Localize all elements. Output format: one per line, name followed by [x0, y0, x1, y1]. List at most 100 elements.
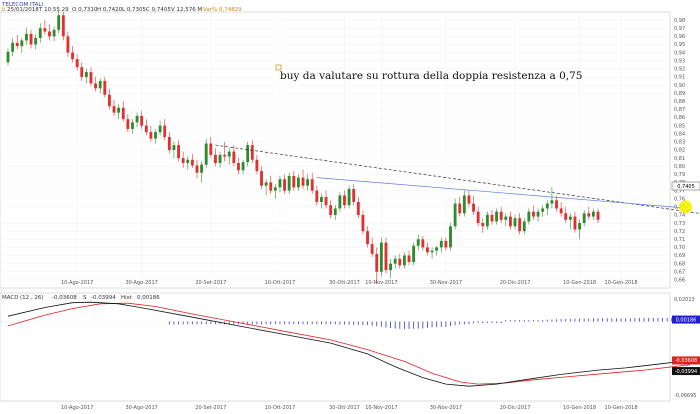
header-low: L 0,7305 — [122, 7, 147, 13]
candle-body — [250, 145, 254, 160]
candle — [6, 48, 10, 66]
macd-hist-bar — [321, 321, 322, 325]
candle — [163, 119, 167, 141]
candle — [536, 208, 540, 222]
candle-body — [260, 171, 263, 186]
candle-body — [107, 94, 111, 107]
macd-hist-bar — [219, 321, 221, 325]
candle — [61, 12, 65, 41]
header-open: O 0,7310 — [72, 7, 98, 13]
y-tick-label: 0,95 — [674, 42, 685, 48]
candle-body — [126, 119, 130, 129]
candle-body — [508, 216, 512, 227]
candle — [255, 154, 259, 175]
candle — [361, 210, 365, 235]
y-tick-label: 0,81 — [674, 156, 685, 162]
macd-hist-bar — [367, 321, 368, 326]
macd-hist-bar — [288, 321, 290, 325]
y-tick-label: 0,91 — [674, 75, 685, 81]
macd-value-tag: -0,03994 — [672, 367, 700, 376]
y-tick-label: 0,79 — [674, 172, 685, 178]
macd-hist-bar — [662, 317, 663, 322]
candle — [57, 10, 61, 34]
candle-body — [564, 213, 568, 220]
candle-body — [117, 107, 121, 113]
header-var: Var% 0,74829 — [203, 7, 242, 13]
y-tick-label: 0,94 — [674, 50, 685, 56]
candle-body — [412, 245, 416, 263]
macd-hist-bar — [625, 318, 627, 322]
candle-body — [34, 37, 38, 45]
candle-body — [66, 36, 70, 53]
y-tick-label: 0,97 — [674, 26, 685, 32]
candle-body — [352, 188, 356, 202]
candle-body — [490, 214, 494, 222]
candle — [38, 23, 42, 43]
candle-body — [545, 203, 549, 209]
last-price-tag: 0,7405 — [671, 181, 700, 191]
candle — [283, 174, 286, 194]
candle-body — [209, 143, 213, 155]
candle-body — [232, 151, 236, 163]
candle — [596, 208, 600, 224]
candle-body — [582, 213, 586, 224]
candle — [117, 104, 121, 120]
macd-hist-bar — [657, 317, 659, 322]
candle-body — [320, 197, 323, 202]
candle — [430, 247, 434, 259]
macd-hist-bar — [602, 318, 604, 322]
y-tick-label: 0,85 — [674, 123, 685, 129]
candle-body — [393, 258, 397, 264]
macd-hist-bar — [445, 321, 447, 327]
candle-body — [472, 203, 475, 212]
candle — [301, 169, 305, 189]
header-volume: V 12,576 M — [171, 7, 203, 13]
macd-hist-bar — [463, 321, 465, 325]
candle — [172, 141, 176, 159]
macd-x-tick-label: 10-Gen-2018 — [563, 405, 596, 411]
macd-hist-bar — [357, 321, 359, 325]
y-tick-label: 0,67 — [674, 269, 685, 275]
macd-hist-bar — [592, 318, 594, 322]
macd-tag-label: 0,00186 — [676, 317, 697, 323]
candle — [527, 208, 531, 225]
candle — [384, 237, 388, 274]
y-tick-label: 0,73 — [674, 221, 685, 227]
macd-hist-bar — [302, 321, 304, 325]
candle-body — [568, 216, 572, 220]
candle — [246, 141, 250, 167]
candle — [393, 255, 397, 269]
macd-hist-bar — [279, 321, 281, 325]
candle — [213, 148, 217, 167]
candle-body — [278, 179, 282, 188]
candle — [190, 154, 194, 168]
candle-body — [421, 239, 425, 248]
header-marker-icon — [1, 7, 5, 11]
candle-body — [29, 33, 33, 45]
candle-body — [172, 145, 176, 150]
x-tick-label: 10-Ago-2017 — [61, 280, 93, 286]
candle-body — [283, 179, 286, 191]
candle-body — [476, 211, 480, 224]
macd-hist-bar — [523, 320, 525, 322]
macd-hist-bar — [173, 321, 175, 325]
macd-value-tag: -0,03608 — [672, 356, 700, 365]
candle-body — [416, 239, 420, 246]
candle — [467, 190, 471, 207]
macd-hist-bar — [205, 321, 207, 325]
macd-hist-bar — [556, 319, 557, 322]
candle — [181, 151, 185, 168]
macd-hist-bar — [569, 318, 571, 322]
candle-body — [200, 164, 204, 173]
candle — [223, 141, 227, 162]
candle — [98, 78, 102, 94]
candle — [412, 242, 416, 266]
header-high: H 0,7420 — [97, 7, 123, 13]
candle-body — [84, 72, 88, 77]
y-tick-label: 0,89 — [674, 91, 685, 97]
macd-hist-bar — [597, 318, 599, 322]
candle — [186, 156, 190, 170]
candle — [177, 140, 180, 162]
macd-hist-bar — [666, 317, 668, 322]
macd-signal-value: -0,03994 — [91, 295, 116, 301]
